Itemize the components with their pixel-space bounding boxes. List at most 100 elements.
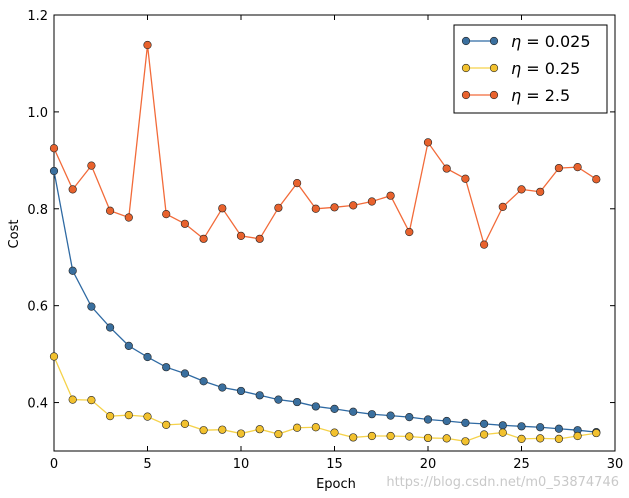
y-tick-label: 1.0 <box>27 106 48 121</box>
legend-symbol: η <box>511 59 521 78</box>
data-point <box>68 266 77 275</box>
legend-box <box>453 24 608 114</box>
data-point <box>405 412 414 422</box>
series-lines <box>49 40 601 446</box>
legend-value: = 0.25 <box>521 59 580 78</box>
data-point <box>592 428 601 438</box>
data-point <box>386 411 395 420</box>
x-tick-label: 15 <box>326 457 343 472</box>
y-tick-label: 0.4 <box>27 397 48 412</box>
legend-marker <box>489 63 499 73</box>
y-axis-label: Cost <box>7 220 22 249</box>
legend-marker <box>461 90 471 100</box>
data-point <box>124 411 133 420</box>
data-point <box>311 423 320 432</box>
data-point <box>293 397 302 407</box>
x-tick-label: 20 <box>420 457 437 472</box>
data-point <box>180 419 189 428</box>
data-point <box>367 410 377 419</box>
legend-marker <box>461 63 471 73</box>
legend-marker <box>489 36 499 46</box>
x-tick-label: 25 <box>513 457 530 472</box>
axis-ticks: 0 5 10 15 20 25 30 0.4 0.6 0.8 1.0 1.2 <box>27 9 623 472</box>
data-point <box>68 395 77 404</box>
data-point <box>218 425 227 434</box>
x-tick-label: 0 <box>50 457 58 472</box>
data-point <box>386 191 395 200</box>
legend-label: η = 0.025 <box>511 32 591 51</box>
data-point <box>573 431 582 441</box>
data-point <box>293 179 302 188</box>
data-point <box>199 426 208 435</box>
data-point <box>105 412 115 421</box>
data-point <box>498 428 507 437</box>
legend-entry: η = 0.25 <box>461 59 580 78</box>
series-3 <box>49 40 601 249</box>
data-point <box>49 166 59 176</box>
data-point <box>162 420 171 429</box>
data-point <box>536 434 545 443</box>
data-point <box>68 185 77 194</box>
y-tick-label: 1.2 <box>27 9 48 24</box>
data-point <box>461 174 470 183</box>
data-point <box>199 377 208 386</box>
data-point <box>423 415 433 424</box>
data-point <box>162 210 171 219</box>
data-point <box>330 404 339 413</box>
data-point <box>255 234 264 243</box>
data-point <box>592 175 601 184</box>
data-point <box>199 234 208 243</box>
data-point <box>554 163 564 173</box>
data-point <box>367 197 377 206</box>
data-point <box>124 213 133 222</box>
data-point <box>480 430 489 439</box>
x-tick-label: 30 <box>607 457 624 472</box>
legend-value: = 2.5 <box>521 86 570 105</box>
data-point <box>87 302 96 311</box>
data-point <box>218 383 227 392</box>
data-point <box>236 231 246 241</box>
data-point <box>218 204 227 213</box>
data-point <box>49 144 59 153</box>
data-point <box>498 421 507 430</box>
data-point <box>143 352 152 362</box>
x-tick-label: 5 <box>143 457 151 472</box>
data-point <box>461 418 470 428</box>
data-point <box>180 219 189 228</box>
data-point <box>517 185 526 194</box>
y-tick-label: 0.6 <box>27 300 48 315</box>
series-2 <box>49 352 601 446</box>
data-point <box>105 323 115 332</box>
x-axis-label: Epoch <box>316 477 356 492</box>
data-point <box>423 138 433 147</box>
data-point <box>105 206 115 215</box>
data-point <box>386 431 395 441</box>
data-point <box>573 163 582 172</box>
data-point <box>367 431 377 441</box>
data-point <box>162 363 171 372</box>
data-point <box>480 419 489 428</box>
data-point <box>311 402 320 411</box>
legend-marker <box>461 36 471 46</box>
data-point <box>498 202 507 211</box>
legend-symbol: η <box>511 32 521 51</box>
x-tick-label: 10 <box>233 457 250 472</box>
data-point <box>349 201 358 210</box>
data-point <box>349 433 358 442</box>
data-point <box>274 429 283 439</box>
data-point <box>349 407 358 416</box>
data-point <box>236 429 246 438</box>
data-point <box>405 432 414 441</box>
legend-entry: η = 0.025 <box>461 32 591 51</box>
data-point <box>49 352 59 361</box>
data-point <box>405 227 414 237</box>
watermark: https://blog.csdn.net/m0_53874746 <box>386 475 619 490</box>
y-tick-label: 0.8 <box>27 203 48 218</box>
data-point <box>442 416 451 426</box>
data-point <box>554 434 564 443</box>
data-point <box>442 434 451 443</box>
data-point <box>87 161 96 170</box>
legend-label: η = 0.25 <box>511 59 580 78</box>
data-point <box>480 240 489 249</box>
